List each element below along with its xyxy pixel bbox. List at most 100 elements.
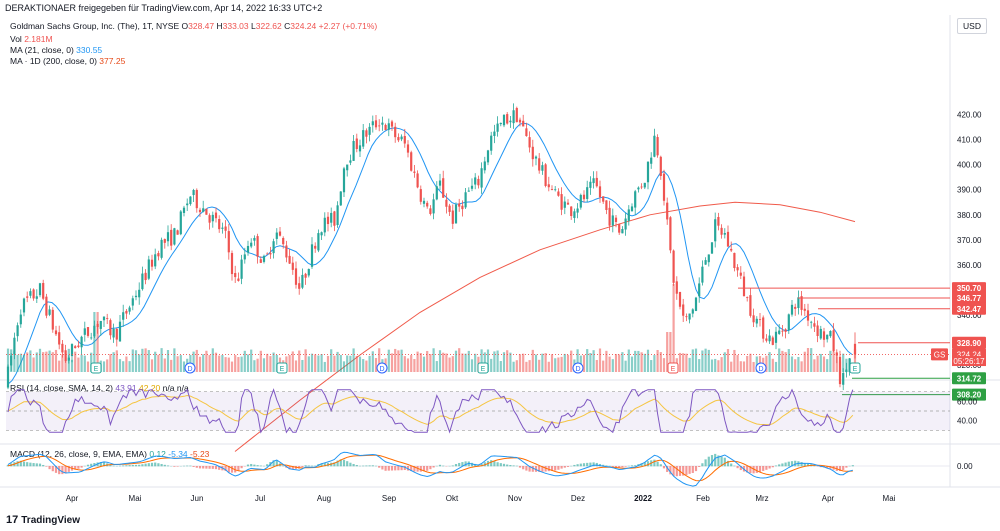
candle-body: [291, 262, 294, 270]
volume-bar: [314, 354, 317, 372]
macd-tick-label: 0.00: [957, 462, 973, 471]
macd-histogram-bar: [176, 466, 179, 467]
candle-body: [310, 244, 314, 267]
macd-histogram-bar: [42, 464, 45, 467]
candle-body: [61, 343, 64, 353]
candle-body: [109, 320, 112, 336]
volume-bar: [330, 349, 333, 372]
volume-bar: [419, 353, 422, 372]
macd-histogram-bar: [451, 465, 454, 467]
volume-bar: [771, 358, 774, 372]
candle-body: [419, 189, 422, 202]
macd-histogram-bar: [157, 463, 160, 467]
volume-bar: [291, 351, 294, 372]
macd-histogram-bar: [813, 465, 816, 467]
macd-histogram-bar: [499, 463, 502, 467]
high-value: 333.03: [222, 21, 249, 31]
candle-body: [349, 160, 352, 163]
candle-body: [432, 199, 435, 214]
macd-histogram-bar: [582, 463, 586, 467]
volume-bar: [179, 355, 182, 372]
macd-histogram-bar: [544, 466, 547, 472]
volume-bar: [29, 350, 32, 372]
candle-body: [330, 212, 333, 223]
macd-histogram-bar: [320, 463, 323, 467]
macd-histogram-bar: [851, 465, 854, 467]
volume-bar: [560, 356, 563, 372]
macd-histogram-bar: [768, 466, 771, 469]
volume-bar: [694, 348, 698, 372]
candle-body: [346, 164, 349, 171]
candle-body: [595, 177, 598, 187]
macd-histogram-bar: [154, 462, 157, 467]
candle-body: [474, 177, 477, 185]
macd-legend: MACD (12, 26, close, 9, EMA, EMA) 0.12 -…: [10, 449, 210, 459]
candle-body: [800, 296, 803, 310]
candle-body: [250, 242, 253, 247]
candle-body: [371, 121, 374, 126]
macd-histogram-bar: [720, 456, 723, 467]
macd-histogram-bar: [710, 455, 714, 467]
volume-bar: [742, 361, 746, 372]
candle-body: [528, 137, 531, 148]
volume-bar: [429, 354, 432, 372]
macd-histogram-bar: [307, 465, 310, 467]
candle-body: [74, 346, 77, 349]
volume-bar: [464, 353, 467, 372]
candle-body: [582, 194, 586, 200]
candle-body: [323, 217, 326, 233]
volume-bar: [362, 359, 365, 372]
volume-bar: [634, 350, 637, 372]
volume-bar: [496, 350, 499, 372]
candle-body: [515, 107, 518, 123]
macd-histogram-bar: [739, 466, 742, 471]
volume-bar: [234, 355, 237, 372]
volume-bar: [307, 356, 310, 372]
macd-histogram-bar: [646, 461, 650, 467]
volume-bar: [602, 360, 605, 372]
macd-histogram-bar: [512, 465, 515, 467]
volume-bar: [294, 360, 298, 372]
candle-body: [589, 181, 592, 188]
macd-histogram-bar: [803, 462, 806, 467]
macd-histogram-bar: [422, 466, 426, 472]
y-tick-label: 400.00: [957, 161, 982, 170]
macd-histogram-bar: [653, 459, 656, 467]
volume-bar: [48, 350, 51, 372]
close-value: 324.24: [290, 21, 317, 31]
macd-histogram-bar: [758, 466, 762, 473]
currency-label[interactable]: USD: [957, 18, 987, 34]
candle-body: [294, 268, 298, 285]
volume-bar: [115, 350, 118, 372]
macd-histogram-bar: [579, 463, 582, 467]
candle-body: [470, 185, 474, 189]
candle-body: [48, 309, 51, 315]
volume-bar: [784, 352, 787, 372]
volume-bar: [355, 355, 358, 372]
macd-histogram-bar: [666, 466, 669, 472]
volume-bar: [144, 348, 147, 372]
tradingview-footer[interactable]: 17 TradingView: [6, 514, 80, 526]
candle-body: [339, 191, 342, 206]
candle-body: [576, 208, 579, 213]
candle-body: [784, 329, 787, 332]
macd-histogram-bar: [38, 463, 42, 467]
volume-bar: [125, 356, 128, 372]
marker-label: E: [671, 366, 676, 373]
candle-body: [592, 178, 595, 184]
volume-bar: [586, 349, 589, 372]
volume-bar: [397, 350, 400, 372]
volume-bar: [682, 353, 685, 372]
candle-body: [32, 289, 35, 299]
volume-bar: [253, 360, 256, 372]
candle-body: [342, 168, 346, 193]
volume-bar: [70, 359, 74, 372]
candle-body: [410, 152, 413, 171]
macd-histogram-bar: [611, 466, 614, 467]
volume-bar: [54, 349, 58, 372]
candle-body: [816, 325, 819, 337]
candle-body: [179, 211, 182, 235]
macd-histogram-bar: [19, 460, 22, 467]
volume-bar: [787, 349, 790, 372]
